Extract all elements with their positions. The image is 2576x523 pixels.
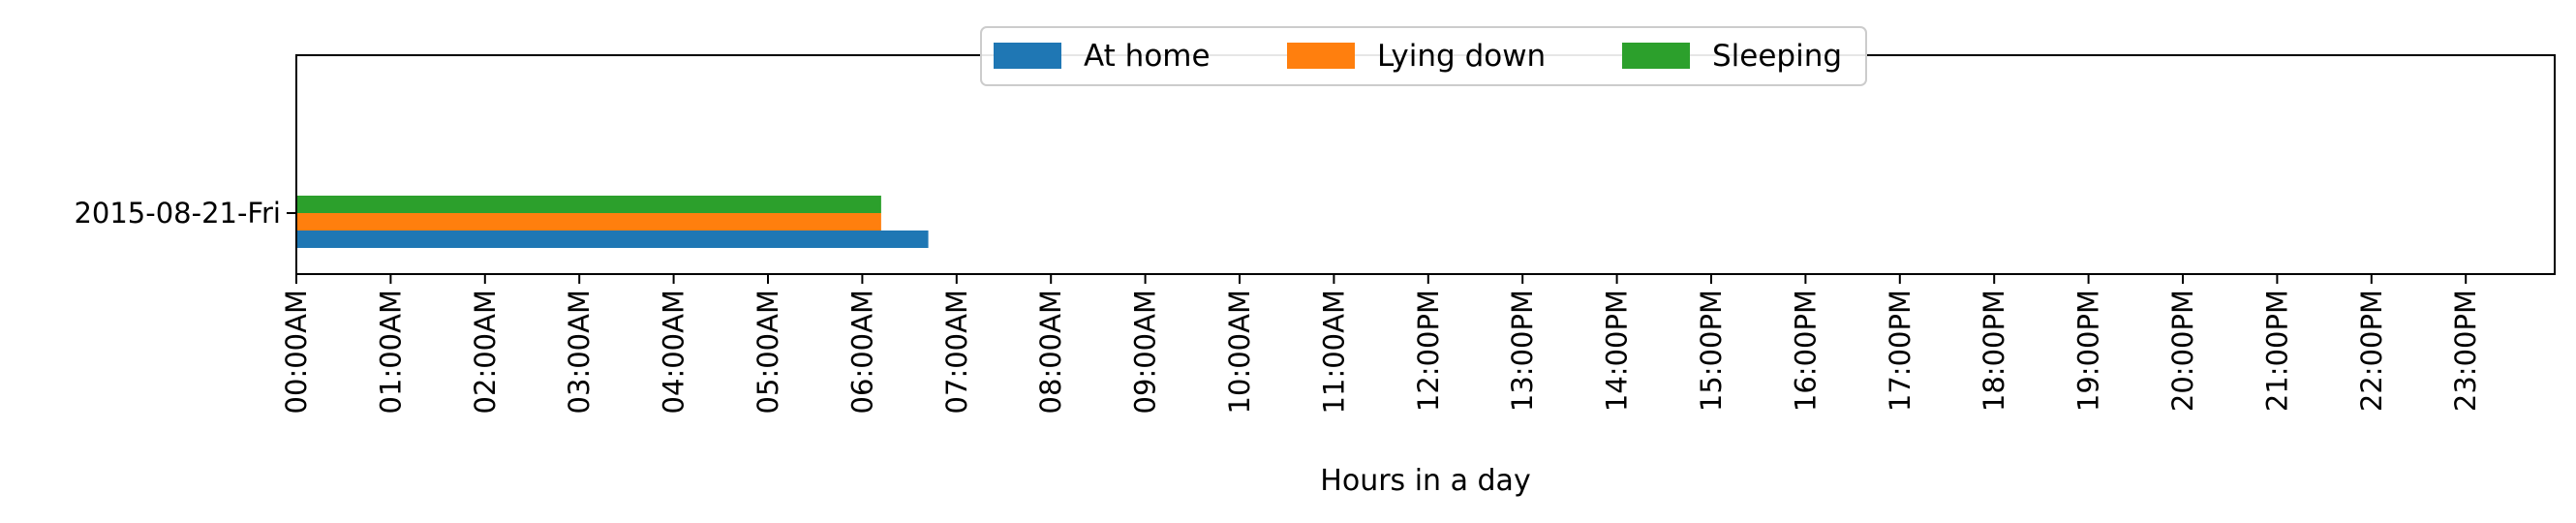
bar-at-home [296, 231, 929, 248]
x-tick-label: 00:00AM [280, 290, 313, 414]
x-tick-label: 23:00PM [2449, 290, 2482, 412]
x-tick-label: 13:00PM [1506, 290, 1539, 412]
x-tick-label: 19:00PM [2072, 290, 2105, 412]
x-tick-label: 08:00AM [1034, 290, 1067, 414]
legend: At home Lying down Sleeping [980, 26, 1867, 86]
x-tick-label: 15:00PM [1695, 290, 1728, 412]
x-axis-label: Hours in a day [1320, 464, 1530, 498]
x-tick-label: 12:00PM [1412, 290, 1445, 412]
legend-label: Sleeping [1712, 39, 1842, 74]
legend-swatch [1622, 43, 1690, 69]
legend-item: Lying down [1287, 39, 1546, 74]
x-tick-label: 03:00AM [563, 290, 596, 414]
bar-sleeping [296, 196, 881, 213]
x-tick-label: 04:00AM [658, 290, 690, 414]
x-tick-label: 18:00PM [1978, 290, 2010, 412]
x-tick-label: 06:00AM [845, 290, 878, 414]
bar-lying-down [296, 213, 881, 231]
x-tick-label: 10:00AM [1223, 290, 1256, 414]
x-tick-label: 14:00PM [1601, 290, 1634, 412]
legend-label: Lying down [1377, 39, 1546, 74]
x-tick-label: 16:00PM [1789, 290, 1822, 412]
x-tick-label: 07:00AM [940, 290, 973, 414]
x-tick-label: 21:00PM [2260, 290, 2293, 412]
x-tick-label: 01:00AM [374, 290, 407, 414]
x-tick-label: 02:00AM [469, 290, 502, 414]
y-axis: 2015-08-21-Fri [74, 197, 296, 230]
legend-swatch [1287, 43, 1355, 69]
legend-item: Sleeping [1622, 39, 1842, 74]
x-tick-label: 05:00AM [751, 290, 784, 414]
legend-swatch [994, 43, 1061, 69]
x-tick-label: 09:00AM [1129, 290, 1162, 414]
x-tick-label: 17:00PM [1884, 290, 1917, 412]
legend-box [980, 26, 1867, 86]
x-tick-label: 11:00AM [1317, 290, 1350, 414]
x-axis: 00:00AM 01:00AM 02:00AM 03:00AM 04:00AM 05:00… [280, 274, 2482, 414]
legend-label: At home [1084, 39, 1211, 74]
y-tick-label: 2015-08-21-Fri [74, 197, 281, 230]
legend-item: At home [994, 39, 1211, 74]
x-tick-label: 22:00PM [2355, 290, 2388, 412]
x-tick-label: 20:00PM [2166, 290, 2199, 412]
bars-group [296, 196, 929, 248]
